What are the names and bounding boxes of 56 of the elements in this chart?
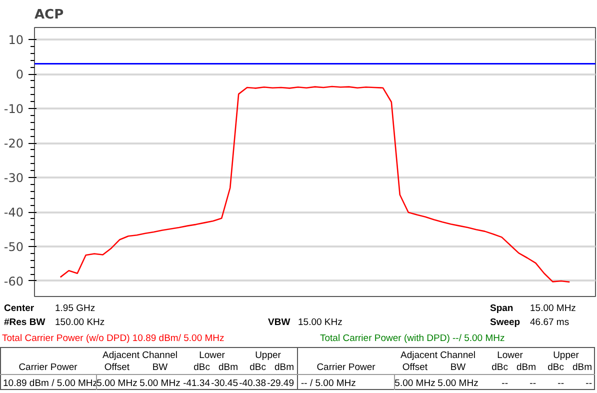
text: Offset bbox=[103, 361, 131, 375]
text: Carrier Power bbox=[316, 361, 376, 375]
text: 15.00 MHz bbox=[530, 302, 576, 316]
text: dBc bbox=[192, 361, 210, 375]
text: Upper bbox=[552, 349, 580, 363]
text: Lower bbox=[198, 349, 226, 363]
text: dBc bbox=[248, 361, 266, 375]
text: 1.95 GHz bbox=[55, 302, 96, 316]
y-tick-label: -10 bbox=[4, 102, 24, 116]
text: -- bbox=[500, 377, 508, 391]
text: BW bbox=[151, 361, 169, 375]
text: Sweep bbox=[490, 316, 520, 330]
chart-title: ACP bbox=[34, 8, 64, 22]
text: dBm bbox=[571, 361, 592, 375]
y-tick-label: -30 bbox=[4, 171, 24, 186]
y-tick-label: -20 bbox=[4, 136, 24, 151]
text: dBc bbox=[546, 361, 564, 375]
text: -29.49 bbox=[267, 377, 294, 391]
text: dBm bbox=[217, 361, 238, 375]
text: 5.00 MHz bbox=[394, 377, 436, 391]
text: -- / 5.00 MHz bbox=[301, 377, 356, 391]
text: -30.45 bbox=[211, 377, 238, 391]
text: 5.00 MHz bbox=[96, 377, 138, 391]
text: -40.38 bbox=[239, 377, 266, 391]
text: Carrier Power bbox=[18, 361, 78, 375]
text: 15.00 KHz bbox=[298, 316, 342, 330]
text: Adjacent Channel bbox=[102, 349, 178, 363]
text: Total Carrier Power (w/o DPD) 10.89 dBm/ 5.00 MHz bbox=[2, 332, 224, 346]
text: Total Carrier Power (with DPD) --/ 5.00 MHz bbox=[320, 332, 505, 346]
text: dBc bbox=[490, 361, 508, 375]
text: 5.00 MHz bbox=[436, 377, 480, 391]
text: Adjacent Channel bbox=[400, 349, 476, 363]
text: Center bbox=[4, 302, 34, 316]
text: -- bbox=[528, 377, 536, 391]
line-series bbox=[60, 86, 570, 283]
text: Lower bbox=[496, 349, 524, 363]
text: dBm bbox=[273, 361, 294, 375]
y-tick-label: -40 bbox=[4, 206, 24, 220]
y-tick-label: -50 bbox=[4, 240, 24, 254]
text: -- bbox=[556, 377, 564, 391]
text: -- bbox=[584, 377, 592, 391]
y-tick-label: -60 bbox=[4, 274, 24, 288]
text: BW bbox=[449, 361, 467, 375]
text: #Res BW bbox=[4, 316, 46, 330]
text: VBW bbox=[268, 316, 290, 330]
text: 150.00 KHz bbox=[55, 316, 105, 330]
text: 46.67 ms bbox=[530, 316, 570, 330]
y-tick-label: 10 bbox=[8, 33, 24, 48]
y-tick-label: 0 bbox=[16, 68, 24, 82]
text: Upper bbox=[254, 349, 282, 363]
text: Span bbox=[490, 302, 514, 316]
text: dBm bbox=[515, 361, 536, 375]
text: 5.00 MHz bbox=[138, 377, 182, 391]
text: -41.34 bbox=[183, 377, 210, 391]
text: Offset bbox=[401, 361, 429, 375]
text: 10.89 dBm / 5.00 MHz bbox=[3, 377, 98, 391]
